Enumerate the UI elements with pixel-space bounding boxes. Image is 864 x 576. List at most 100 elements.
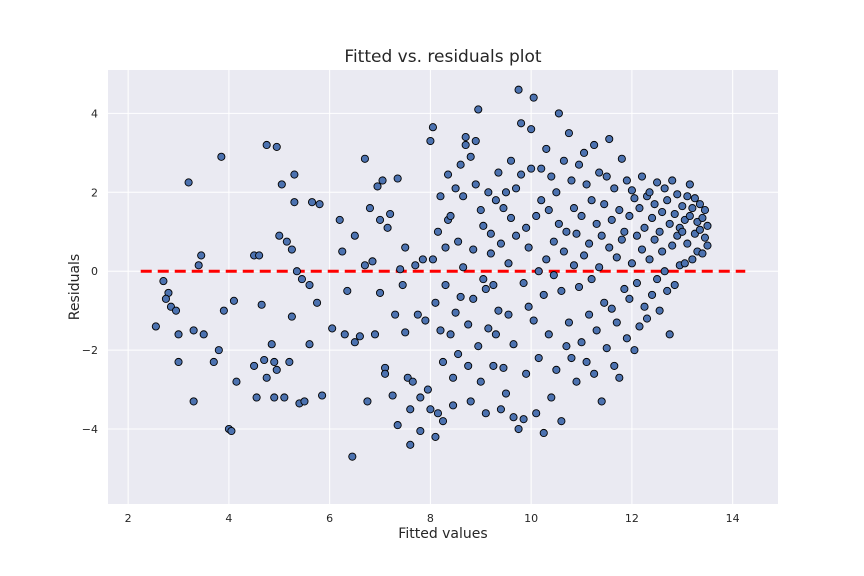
scatter-point: [544, 206, 553, 215]
scatter-point: [539, 290, 548, 299]
scatter-point: [615, 206, 624, 215]
scatter-point: [456, 160, 465, 169]
scatter-point: [569, 204, 579, 213]
scatter-point: [428, 123, 437, 132]
scatter-point: [663, 286, 672, 295]
scatter-point: [610, 361, 619, 370]
scatter-point: [685, 180, 694, 189]
scatter-point: [678, 227, 687, 236]
scatter-point: [381, 369, 390, 378]
scatter-point: [227, 426, 236, 436]
x-tick-label: 6: [326, 512, 333, 525]
x-tick-label: 4: [225, 512, 232, 525]
scatter-point: [393, 421, 402, 430]
scatter-point: [630, 346, 639, 355]
scatter-point: [481, 284, 490, 294]
scatter-point: [459, 192, 468, 201]
scatter-point: [360, 261, 369, 270]
scatter-point: [252, 393, 261, 402]
scatter-point: [637, 245, 647, 254]
scatter-point: [431, 432, 440, 441]
scatter-point: [474, 105, 483, 114]
scatter-point: [270, 393, 279, 402]
scatter-point: [197, 251, 206, 260]
scatter-point: [328, 324, 337, 333]
scatter-point: [469, 245, 478, 254]
scatter-point: [617, 154, 626, 163]
scatter-point: [537, 164, 546, 173]
scatter-point: [393, 174, 402, 183]
scatter-point: [549, 271, 558, 280]
x-tick-label: 14: [726, 512, 740, 525]
scatter-point: [406, 405, 415, 414]
scatter-point: [653, 275, 662, 284]
scatter-point: [688, 204, 697, 213]
scatter-point: [509, 340, 518, 349]
scatter-point: [640, 302, 649, 311]
scatter-point: [496, 239, 505, 248]
scatter-point: [612, 253, 621, 262]
scatter-point: [557, 417, 566, 426]
scatter-point: [287, 312, 296, 321]
scatter-point: [262, 140, 271, 150]
scatter-point: [700, 233, 710, 242]
scatter-point: [605, 243, 614, 252]
scatter-point: [486, 249, 495, 258]
scatter-point: [499, 363, 508, 372]
y-tick-label: −2: [82, 344, 98, 357]
scatter-point: [695, 225, 704, 234]
y-tick-label: 0: [91, 265, 98, 278]
scatter-point: [597, 231, 606, 240]
scatter-point: [383, 223, 392, 232]
scatter-point: [428, 255, 437, 264]
scatter-point: [484, 188, 493, 197]
scatter-point: [627, 259, 636, 268]
scatter-point: [174, 330, 183, 339]
scatter-point: [668, 241, 677, 250]
scatter-point: [401, 328, 410, 337]
x-tick-label: 12: [625, 512, 639, 525]
scatter-point: [582, 180, 591, 189]
chart-title: Fitted vs. residuals plot: [344, 47, 542, 67]
scatter-point: [355, 332, 364, 341]
scatter-point: [151, 322, 160, 331]
scatter-point: [698, 249, 707, 258]
scatter-point: [365, 204, 375, 213]
scatter-point: [590, 140, 599, 150]
scatter-point: [592, 219, 601, 228]
scatter-point: [597, 397, 606, 406]
scatter-point: [491, 330, 500, 339]
scatter-point: [527, 125, 536, 134]
scatter-point: [574, 160, 584, 169]
scatter-point: [580, 148, 589, 157]
scatter-point: [534, 353, 543, 363]
scatter-point: [290, 170, 299, 179]
scatter-point: [360, 154, 369, 163]
scatter-point: [539, 428, 548, 438]
scatter-point: [446, 211, 455, 221]
scatter-point: [257, 300, 266, 309]
scatter-point: [280, 393, 289, 402]
scatter-point: [678, 202, 687, 211]
scatter-point: [552, 188, 561, 197]
scatter-point: [217, 152, 226, 161]
scatter-point: [569, 261, 579, 270]
scatter-point: [232, 377, 241, 386]
scatter-point: [335, 215, 344, 224]
scatter-point: [585, 239, 594, 248]
scatter-point: [685, 211, 694, 221]
x-axis-label: Fitted values: [398, 526, 487, 542]
scatter-point: [527, 164, 536, 173]
scatter-point: [660, 184, 669, 193]
scatter-point: [451, 308, 460, 317]
scatter-point: [426, 405, 435, 414]
scatter-point: [615, 373, 624, 382]
scatter-point: [688, 255, 697, 264]
scatter-point: [348, 452, 357, 461]
scatter-point: [617, 235, 626, 244]
scatter-point: [620, 227, 629, 236]
scatter-point: [466, 397, 475, 406]
scatter-point: [655, 227, 664, 236]
scatter-point: [580, 251, 589, 260]
